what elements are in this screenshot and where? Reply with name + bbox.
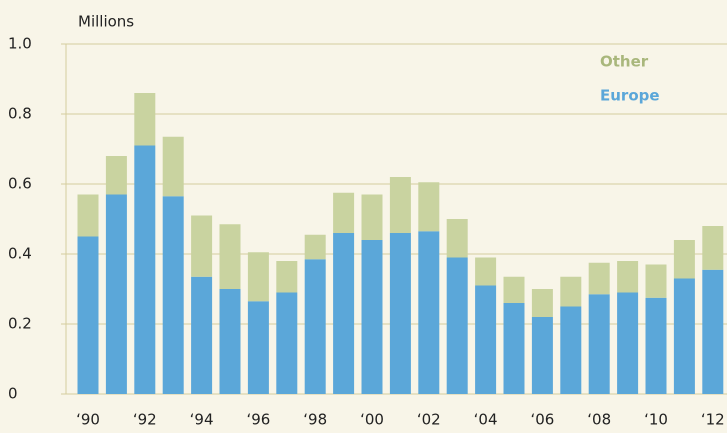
legend-entry: Europe	[600, 87, 660, 105]
bar-segment	[475, 257, 497, 286]
bar-segment	[588, 294, 610, 394]
bar-segment	[162, 196, 184, 394]
bar-segment	[77, 236, 99, 394]
bar-segment	[560, 306, 582, 394]
bar-segment	[219, 224, 241, 289]
bar-segment	[673, 240, 695, 279]
bar-segment	[446, 257, 468, 394]
x-tick-label: ‘02	[417, 411, 441, 429]
bar-segment	[531, 317, 553, 394]
x-tick-label: ‘08	[587, 411, 611, 429]
bar-segment	[191, 215, 213, 277]
bar-segment	[333, 192, 355, 233]
bar-segment	[162, 136, 184, 197]
bar-segment	[418, 182, 440, 232]
bar-segment	[446, 219, 468, 258]
bar-segment	[475, 285, 497, 394]
x-tick-label: ‘04	[474, 411, 498, 429]
bar-segment	[645, 264, 667, 298]
bar-segment	[134, 145, 156, 394]
bar-segment	[588, 262, 610, 295]
x-tick-label: ‘06	[530, 411, 554, 429]
bar-segment	[560, 276, 582, 307]
bar-segment	[333, 233, 355, 394]
x-tick-label: ‘94	[190, 411, 214, 429]
x-tick-label: ‘00	[360, 411, 384, 429]
x-tick-label: ‘12	[701, 411, 725, 429]
y-tick-label: 1.0	[8, 35, 32, 53]
x-tick-label: ‘98	[303, 411, 327, 429]
legend-entry: Other	[600, 53, 649, 71]
bar-segment	[673, 278, 695, 394]
bar-segment	[247, 252, 269, 302]
x-tick-label: ‘96	[246, 411, 270, 429]
y-tick-label: 0.8	[8, 105, 32, 123]
bar-segment	[418, 231, 440, 394]
bar-segment	[77, 194, 99, 237]
y-tick-label: 0	[8, 385, 18, 403]
bar-segment	[503, 276, 525, 303]
bar-segment	[503, 303, 525, 394]
bar-segment	[276, 292, 298, 394]
bar-segment	[276, 261, 298, 293]
bar-segment	[617, 292, 639, 394]
bar-segment	[304, 234, 326, 260]
x-tick-label: ‘10	[644, 411, 668, 429]
bar-segment	[389, 233, 411, 394]
bar-segment	[134, 93, 156, 146]
bar-segment	[617, 261, 639, 293]
bar-segment	[361, 194, 383, 240]
bar-segment	[389, 177, 411, 233]
bar-segment	[531, 289, 553, 317]
y-tick-label: 0.2	[8, 315, 32, 333]
bar-segment	[105, 194, 127, 394]
y-axis-label: Millions	[78, 13, 134, 31]
y-tick-label: 0.6	[8, 175, 32, 193]
bar-segment	[361, 240, 383, 394]
bar-segment	[191, 276, 213, 394]
bar-segment	[105, 156, 127, 195]
bar-segment	[247, 301, 269, 394]
y-tick-label: 0.4	[8, 245, 32, 263]
bar-segment	[219, 289, 241, 394]
x-tick-label: ‘90	[76, 411, 100, 429]
bar-segment	[304, 259, 326, 394]
bar-segment	[702, 226, 724, 270]
x-tick-label: ‘92	[133, 411, 157, 429]
bar-segment	[702, 269, 724, 394]
bar-segment	[645, 297, 667, 394]
